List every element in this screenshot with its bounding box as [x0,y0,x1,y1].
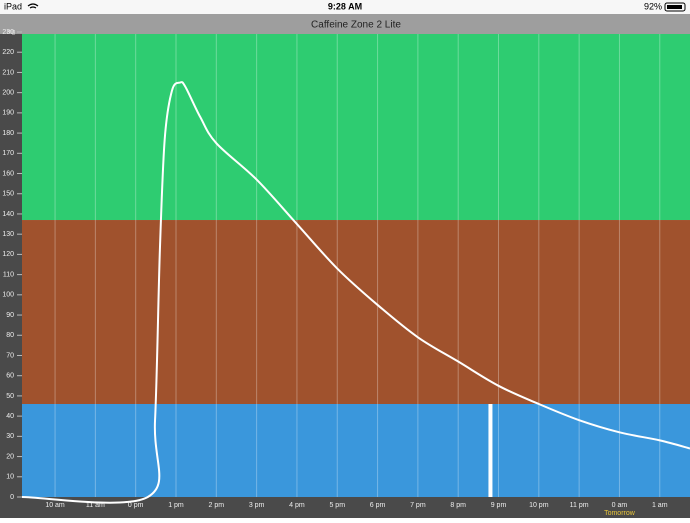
y-axis-strip [0,34,22,518]
x-tick-label: 6 pm [370,502,386,509]
x-tick-label: 3 pm [249,502,265,509]
y-tick-label: 120 [2,251,14,258]
y-axis-label: mg [7,30,15,36]
x-tick-label: 0 am [612,502,628,509]
x-tick-label: 2 pm [209,502,225,509]
y-tick-label: 190 [2,110,14,117]
y-tick-label: 110 [3,271,14,278]
x-tick-label: 8 pm [450,502,466,509]
battery-level [667,5,682,9]
x-tick-label: 4 pm [289,502,305,509]
clock: 9:28 AM [328,1,362,11]
y-tick-label: 80 [6,332,14,339]
x-tick-label: 7 pm [410,502,426,509]
y-tick-label: 20 [6,453,14,460]
zone [22,404,690,497]
x-tick-label: 11 am [86,502,105,509]
annotation: Tomorrow [604,510,636,517]
battery-icon [664,2,686,12]
y-tick-label: 230 [2,29,14,36]
zone [22,34,690,221]
y-tick-label: 130 [2,231,14,238]
now-marker [488,404,493,497]
y-tick-label: 100 [2,292,14,299]
y-tick-label: 90 [6,312,14,319]
y-tick-label: 140 [2,211,14,218]
zone [22,220,690,404]
y-tick-label: 180 [2,130,14,137]
wifi-icon [27,3,39,9]
y-tick-label: 10 [6,474,14,481]
y-tick-label: 40 [6,413,14,420]
x-tick-label: 0 pm [128,502,144,509]
y-tick-label: 150 [2,191,14,198]
x-tick-label: 11 pm [570,502,589,509]
y-tick-label: 50 [6,393,14,400]
status-bar [0,0,690,14]
x-tick-label: 5 pm [329,502,345,509]
y-tick-label: 170 [2,150,14,157]
y-tick-label: 200 [2,89,14,96]
y-tick-label: 60 [6,373,14,380]
y-tick-label: 220 [2,49,14,56]
y-tick-label: 0 [10,494,14,501]
x-axis-strip [0,497,690,518]
battery-percent: 92% [644,1,662,11]
x-tick-label: 9 pm [491,502,507,509]
app-title: Caffeine Zone 2 Lite [311,20,401,31]
y-tick-label: 70 [6,352,14,359]
x-tick-label: 10 pm [529,502,549,509]
x-tick-label: 10 am [45,502,65,509]
y-tick-label: 210 [2,69,14,76]
title-bar [0,14,690,34]
y-tick-label: 160 [2,170,14,177]
y-tick-label: 30 [6,433,14,440]
caffeine-curve [21,81,690,504]
x-tick-label: 1 am [652,502,668,509]
x-tick-label: 1 pm [168,502,184,509]
device-name: iPad [4,1,22,11]
